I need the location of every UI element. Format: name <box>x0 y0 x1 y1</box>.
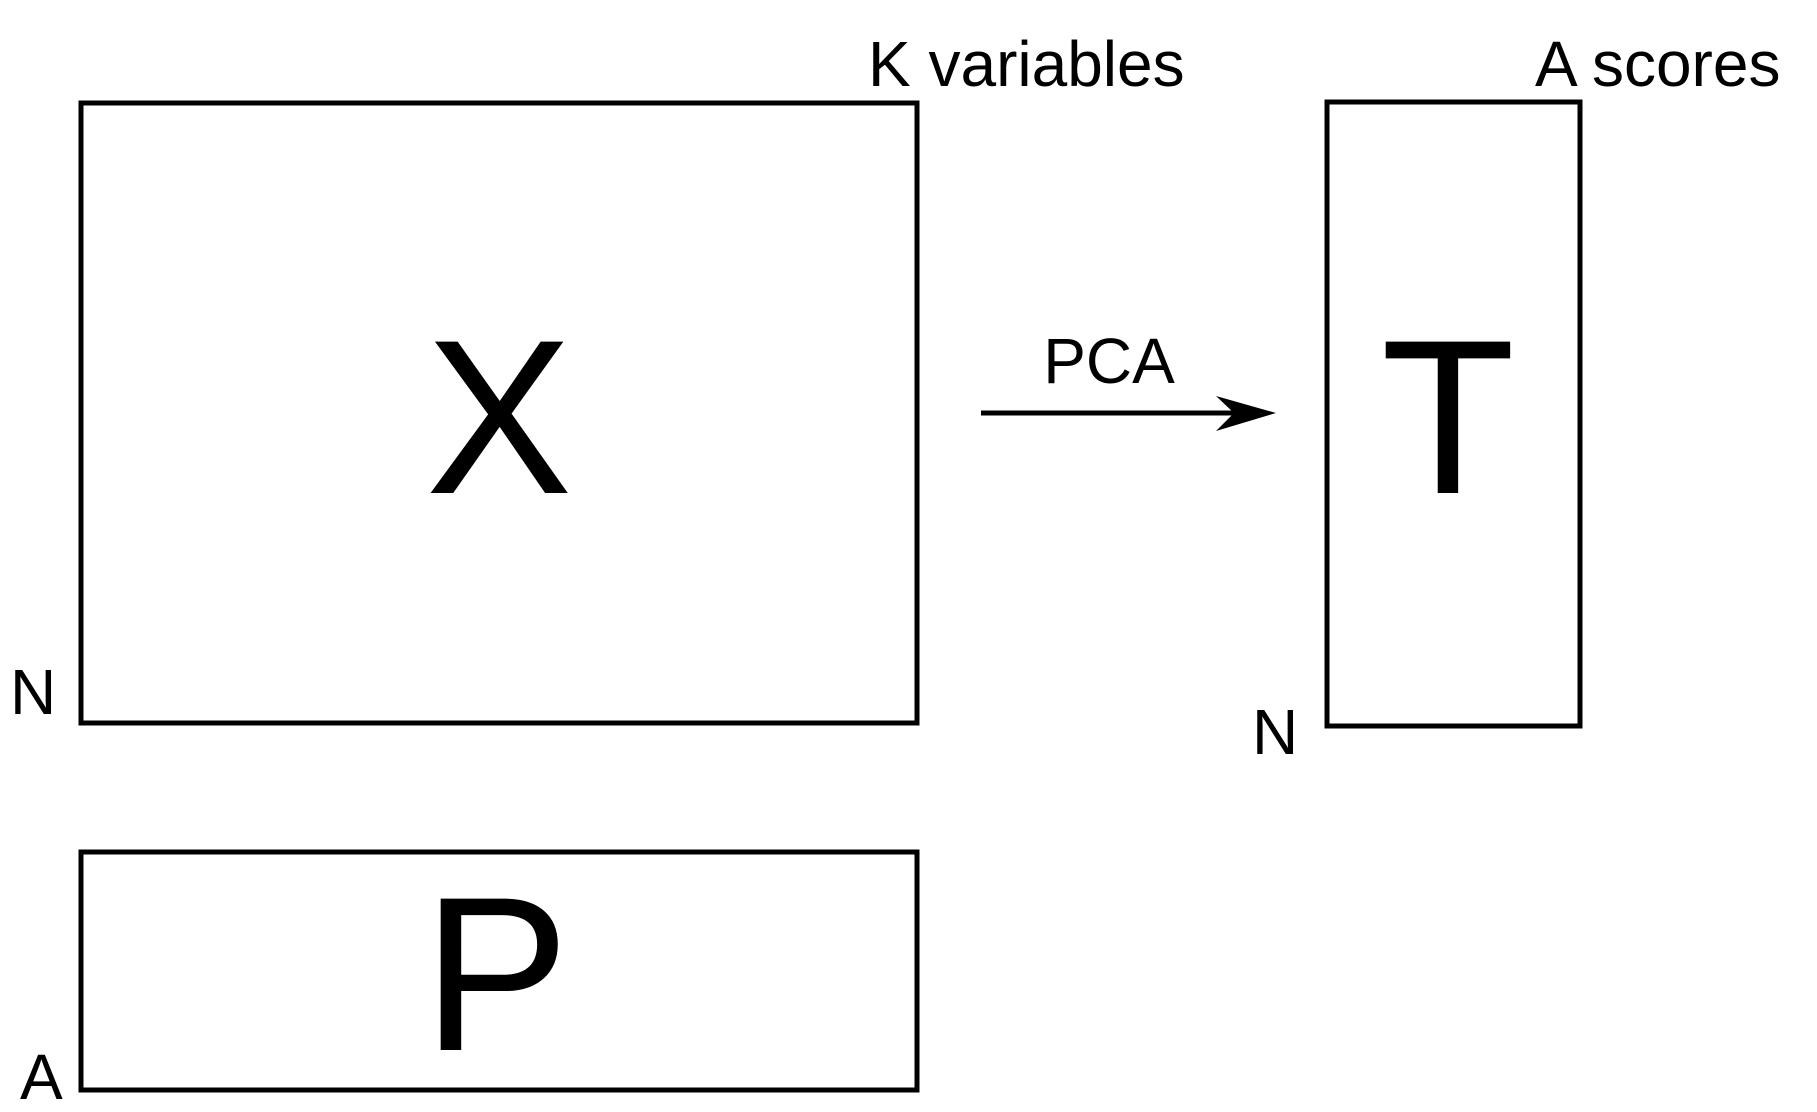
pca-arrow-head <box>1216 396 1276 431</box>
matrix-x-symbol: X <box>426 294 573 540</box>
matrix-t-rows-label: N <box>1252 696 1298 768</box>
matrix-p-symbol: P <box>423 851 570 1097</box>
matrix-t-box <box>1324 99 1583 729</box>
matrix-x-cols-label: K variables <box>868 28 1185 100</box>
matrix-p: P A <box>20 849 920 1112</box>
matrix-x-rows-label: N <box>10 656 56 728</box>
pca-label: PCA <box>1043 325 1175 397</box>
matrix-p-box <box>78 849 920 1093</box>
matrix-t-cols-label: A scores <box>1535 28 1780 100</box>
matrix-x-box <box>78 100 920 726</box>
matrix-t-symbol: T <box>1381 294 1515 540</box>
pca-transform: PCA <box>981 325 1276 431</box>
matrix-x: X K variables N <box>10 28 1185 728</box>
matrix-t: T A scores N <box>1252 28 1780 768</box>
matrix-p-rows-label: A <box>20 1041 63 1112</box>
